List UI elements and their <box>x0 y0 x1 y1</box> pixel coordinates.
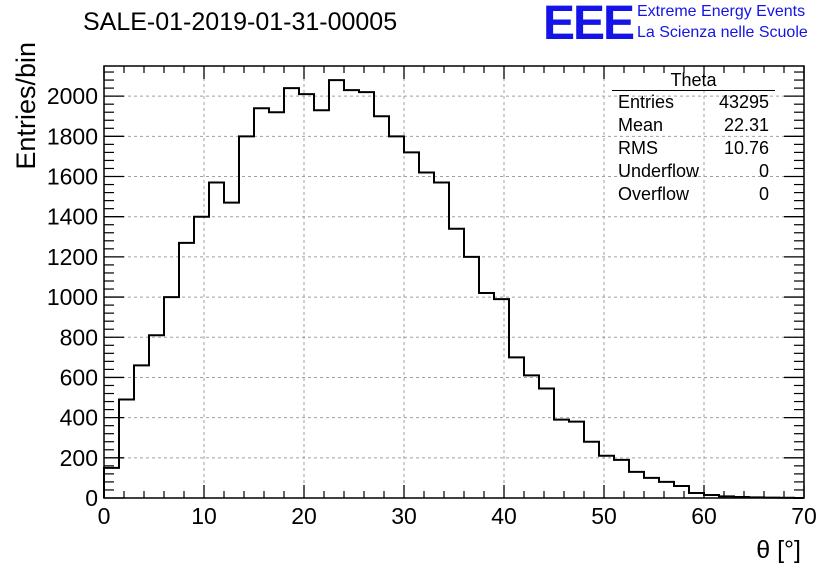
stats-label: Mean <box>618 115 664 135</box>
page-title: SALE-01-2019-01-31-00005 <box>83 8 398 36</box>
y-tick-label: 1600 <box>47 164 98 190</box>
axis-ticks <box>103 66 805 499</box>
y-tick-label: 1800 <box>47 123 98 149</box>
stats-label: Overflow <box>618 184 690 204</box>
logo-tagline-1: Extreme Energy Events <box>637 3 806 20</box>
plot-frame <box>103 65 805 499</box>
x-tick-label: 0 <box>98 503 111 529</box>
y-tick-label: 0 <box>85 485 98 511</box>
tick-labels: 0 10 20 30 40 50 60 70 0 200 400 600 800 1000 1200 1400… <box>47 83 817 529</box>
y-tick-label: 1400 <box>47 204 98 230</box>
y-tick-label: 800 <box>60 324 98 350</box>
stats-row-overflow: Overflow 0 <box>612 183 775 206</box>
x-tick-label: 10 <box>191 503 217 529</box>
y-tick-label: 1200 <box>47 244 98 270</box>
histogram-series-line <box>103 79 804 499</box>
logo-tagline-2: La Scienza nelle Scuole <box>637 24 808 41</box>
stats-row-underflow: Underflow 0 <box>612 160 775 183</box>
x-axis-label: θ [°] <box>756 536 801 564</box>
x-tick-label: 70 <box>791 503 817 529</box>
stats-label: Entries <box>618 92 675 112</box>
x-tick-label: 50 <box>591 503 617 529</box>
x-tick-label: 20 <box>291 503 317 529</box>
stats-value: 22.31 <box>723 115 769 135</box>
y-tick-label: 400 <box>60 405 98 431</box>
y-tick-label: 1000 <box>47 284 98 310</box>
stats-box: Theta Entries 43295 Mean 22.31 RMS 10.76 Un… <box>612 70 775 206</box>
stats-value: 0 <box>758 184 769 204</box>
stats-value: 0 <box>758 161 769 181</box>
stats-title: Theta <box>612 70 775 91</box>
y-tick-label: 600 <box>60 364 98 390</box>
x-tick-label: 40 <box>491 503 517 529</box>
x-tick-label: 30 <box>391 503 417 529</box>
grid-lines <box>104 66 804 498</box>
x-tick-label: 60 <box>691 503 717 529</box>
stats-value: 43295 <box>718 92 769 112</box>
stats-row-mean: Mean 22.31 <box>612 114 775 137</box>
stats-value: 10.76 <box>723 138 769 158</box>
y-tick-label: 2000 <box>47 83 98 109</box>
stats-row-entries: Entries 43295 <box>612 91 775 114</box>
y-axis-label: Entries/bin <box>11 42 41 170</box>
stats-row-rms: RMS 10.76 <box>612 137 775 160</box>
stats-label: RMS <box>618 138 658 158</box>
y-tick-label: 200 <box>60 445 98 471</box>
stats-label: Underflow <box>618 161 700 181</box>
eee-logo: EEE <box>543 0 635 50</box>
